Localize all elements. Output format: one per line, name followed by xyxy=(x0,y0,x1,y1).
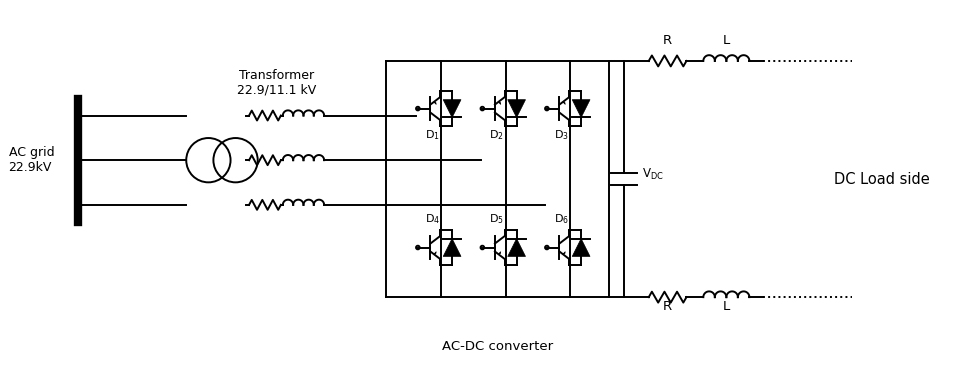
Polygon shape xyxy=(563,252,566,254)
Polygon shape xyxy=(572,239,590,256)
Text: V$_{\rm DC}$: V$_{\rm DC}$ xyxy=(642,166,663,182)
Polygon shape xyxy=(443,239,461,256)
Text: Transformer
22.9/11.1 kV: Transformer 22.9/11.1 kV xyxy=(237,69,316,97)
Polygon shape xyxy=(563,102,566,104)
Text: DC Load side: DC Load side xyxy=(835,172,930,186)
Text: D$_4$: D$_4$ xyxy=(425,213,440,226)
Text: D$_5$: D$_5$ xyxy=(489,213,504,226)
Text: D$_6$: D$_6$ xyxy=(554,213,569,226)
Text: R: R xyxy=(663,34,672,47)
Polygon shape xyxy=(572,100,590,118)
Polygon shape xyxy=(434,252,436,254)
Text: AC grid
22.9kV: AC grid 22.9kV xyxy=(9,146,54,174)
Polygon shape xyxy=(498,102,501,104)
Text: L: L xyxy=(722,34,730,47)
Polygon shape xyxy=(434,102,436,104)
Polygon shape xyxy=(508,239,525,256)
Text: D$_1$: D$_1$ xyxy=(425,128,440,142)
Text: R: R xyxy=(663,300,672,313)
Text: AC-DC converter: AC-DC converter xyxy=(442,340,553,353)
Polygon shape xyxy=(508,100,525,118)
Text: D$_3$: D$_3$ xyxy=(554,128,569,142)
Polygon shape xyxy=(498,252,501,254)
Text: L: L xyxy=(722,300,730,313)
Polygon shape xyxy=(443,100,461,118)
Text: D$_2$: D$_2$ xyxy=(489,128,504,142)
